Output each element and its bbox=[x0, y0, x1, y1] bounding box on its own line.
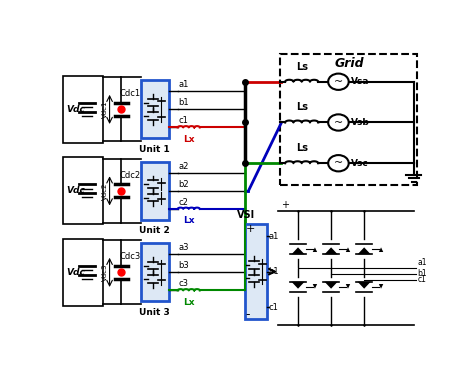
Polygon shape bbox=[379, 284, 383, 289]
Text: ~: ~ bbox=[334, 118, 343, 127]
Text: +: + bbox=[281, 200, 289, 210]
Polygon shape bbox=[158, 195, 164, 199]
Text: a1: a1 bbox=[269, 231, 279, 240]
Polygon shape bbox=[292, 247, 305, 254]
Bar bbox=[63, 76, 103, 143]
Text: Unit 3: Unit 3 bbox=[139, 308, 170, 317]
Bar bbox=[141, 243, 169, 302]
Text: Cdc3: Cdc3 bbox=[119, 253, 141, 261]
Polygon shape bbox=[158, 113, 164, 117]
Text: a1: a1 bbox=[178, 80, 189, 89]
Polygon shape bbox=[149, 115, 157, 120]
Polygon shape bbox=[313, 284, 317, 289]
Polygon shape bbox=[149, 262, 157, 267]
Text: ~: ~ bbox=[334, 77, 343, 87]
Text: Ls: Ls bbox=[296, 62, 308, 71]
Text: Vdc3: Vdc3 bbox=[102, 263, 108, 281]
Polygon shape bbox=[149, 181, 157, 185]
Text: b1: b1 bbox=[418, 270, 427, 278]
Text: Ls: Ls bbox=[296, 102, 308, 112]
Polygon shape bbox=[346, 284, 350, 289]
Text: Vdc2: Vdc2 bbox=[102, 182, 108, 200]
Polygon shape bbox=[259, 275, 265, 280]
Text: Vsc: Vsc bbox=[351, 159, 369, 168]
Bar bbox=[141, 162, 169, 220]
Polygon shape bbox=[149, 99, 157, 104]
Bar bbox=[245, 225, 267, 319]
Bar bbox=[63, 239, 103, 306]
Text: Lx: Lx bbox=[183, 298, 194, 307]
Text: Vdc: Vdc bbox=[66, 268, 85, 277]
FancyBboxPatch shape bbox=[280, 54, 418, 185]
Text: a3: a3 bbox=[178, 243, 189, 252]
Text: VSI: VSI bbox=[237, 210, 255, 220]
Text: Cdc2: Cdc2 bbox=[119, 171, 141, 180]
Text: Vdc1: Vdc1 bbox=[102, 101, 108, 118]
Polygon shape bbox=[149, 278, 157, 283]
Polygon shape bbox=[379, 247, 383, 252]
Polygon shape bbox=[357, 282, 371, 289]
Polygon shape bbox=[158, 276, 164, 280]
Polygon shape bbox=[346, 247, 350, 252]
Polygon shape bbox=[149, 197, 157, 201]
Text: +: + bbox=[246, 224, 255, 234]
Text: c3: c3 bbox=[178, 279, 189, 288]
Text: a1: a1 bbox=[418, 257, 427, 266]
Text: Vsa: Vsa bbox=[351, 77, 370, 86]
Text: c2: c2 bbox=[178, 198, 188, 207]
Polygon shape bbox=[292, 282, 305, 289]
Text: c1: c1 bbox=[269, 303, 279, 312]
Polygon shape bbox=[259, 264, 265, 268]
Bar bbox=[141, 80, 169, 138]
Text: Ls: Ls bbox=[296, 143, 308, 153]
Polygon shape bbox=[158, 101, 164, 106]
Text: Lx: Lx bbox=[183, 135, 194, 144]
Text: c1: c1 bbox=[418, 275, 426, 284]
Text: b1: b1 bbox=[269, 267, 279, 276]
Text: b1: b1 bbox=[178, 98, 189, 107]
Text: c1: c1 bbox=[178, 116, 188, 125]
Text: Unit 2: Unit 2 bbox=[139, 226, 170, 235]
Text: Cdc1: Cdc1 bbox=[119, 89, 141, 98]
Polygon shape bbox=[325, 282, 337, 289]
Text: Unit 1: Unit 1 bbox=[139, 145, 170, 154]
Bar bbox=[63, 157, 103, 225]
Text: Vdc: Vdc bbox=[66, 105, 85, 114]
Polygon shape bbox=[250, 261, 258, 266]
Text: Grid: Grid bbox=[335, 57, 364, 70]
Polygon shape bbox=[158, 183, 164, 187]
Text: b2: b2 bbox=[178, 180, 189, 189]
Text: Vdc: Vdc bbox=[66, 186, 85, 195]
Text: Vsb: Vsb bbox=[351, 118, 370, 127]
Polygon shape bbox=[313, 247, 317, 252]
Text: -: - bbox=[246, 308, 250, 321]
Text: Lx: Lx bbox=[183, 216, 194, 225]
Polygon shape bbox=[325, 247, 337, 254]
Polygon shape bbox=[158, 265, 164, 269]
Polygon shape bbox=[357, 247, 371, 254]
Polygon shape bbox=[250, 277, 258, 282]
Text: b3: b3 bbox=[178, 261, 189, 270]
Text: ~: ~ bbox=[334, 158, 343, 168]
Text: a2: a2 bbox=[178, 162, 189, 171]
